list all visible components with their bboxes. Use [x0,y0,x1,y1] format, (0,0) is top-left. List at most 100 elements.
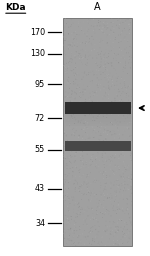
Point [122,170,124,174]
Point [88,234,91,238]
Point [68,159,70,163]
Point [95,94,97,98]
Point [81,154,84,158]
Point [99,168,102,173]
Point [70,88,72,92]
Point [94,180,97,185]
Point [105,169,107,174]
Point [64,153,66,157]
Point [129,41,132,46]
Point [124,66,126,70]
Point [74,82,76,87]
Point [120,152,122,156]
Point [112,228,114,232]
Point [79,211,81,215]
Point [107,84,110,88]
Point [85,219,88,223]
Point [103,50,105,55]
Point [121,242,124,246]
Point [69,24,72,28]
Point [112,234,115,238]
Point [94,161,96,165]
Point [88,111,91,115]
Point [111,78,113,82]
Point [96,141,98,145]
Point [80,149,83,153]
Point [77,189,80,193]
Point [124,228,126,232]
Point [116,38,118,42]
Point [104,68,107,72]
Point [105,198,107,202]
Point [87,190,90,195]
Point [90,49,93,53]
Point [122,235,124,239]
Point [122,153,124,157]
Point [125,93,128,97]
Point [112,109,114,113]
Point [114,220,116,225]
Point [114,68,117,72]
Point [85,41,88,45]
Text: 130: 130 [30,49,45,58]
Point [125,221,128,225]
Point [119,97,122,101]
Point [70,152,72,156]
Point [113,60,115,64]
Point [124,183,127,187]
Point [125,46,128,50]
Point [81,28,83,33]
Point [83,113,86,118]
Point [100,39,102,43]
Point [69,42,72,47]
Point [127,51,130,55]
Point [117,74,119,79]
Point [110,179,112,183]
Point [77,88,80,92]
Point [85,178,88,182]
Point [82,75,84,79]
Point [78,168,80,173]
Point [96,197,98,201]
Point [88,190,90,194]
Bar [129,102,130,114]
Point [124,167,127,172]
Point [90,181,92,185]
Point [130,111,133,115]
Bar [64,114,130,115]
Bar [124,141,125,151]
Point [78,33,80,37]
Point [66,133,68,137]
Point [69,227,72,231]
Point [108,157,110,161]
Point [99,181,102,185]
Point [81,148,83,153]
Point [101,238,104,242]
Point [97,146,99,151]
Bar [126,141,127,151]
Point [68,222,71,226]
Point [126,142,129,146]
Point [101,152,103,156]
Point [102,189,105,193]
Point [89,230,91,234]
Point [72,104,75,108]
Point [77,201,80,206]
Point [105,130,107,134]
Point [82,49,84,53]
Point [88,239,90,243]
Point [70,116,72,121]
Point [112,120,114,124]
Point [72,190,74,195]
Point [99,65,102,69]
Point [87,17,90,21]
Bar [121,102,122,114]
Bar [113,102,114,114]
Point [83,121,86,125]
Point [108,79,110,83]
Point [118,48,121,52]
Point [125,200,128,205]
Point [111,113,113,117]
Point [63,165,66,169]
Point [124,59,127,63]
